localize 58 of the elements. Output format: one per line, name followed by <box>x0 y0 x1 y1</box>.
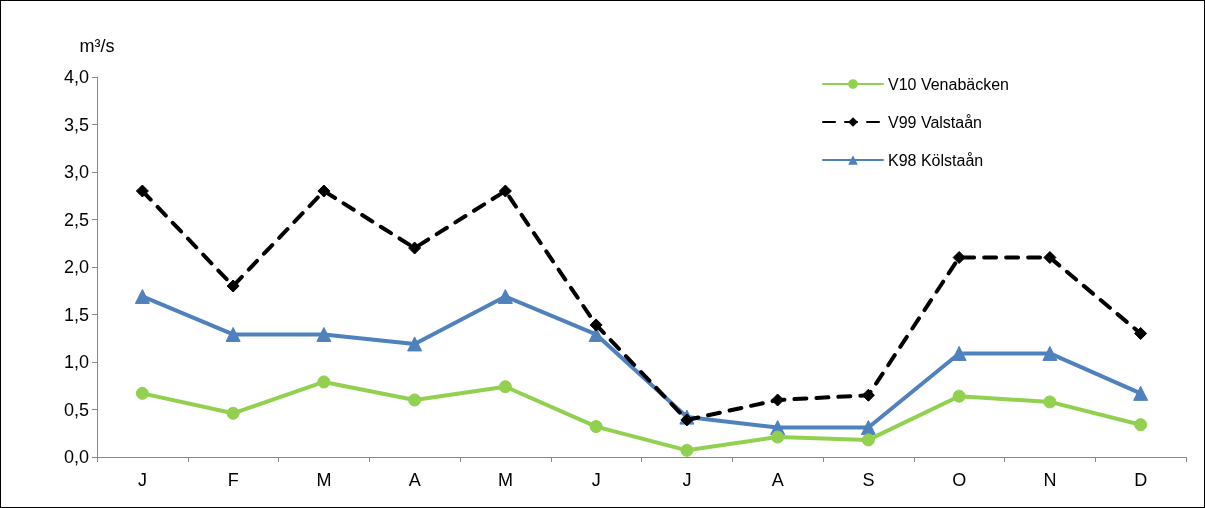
point <box>316 326 332 342</box>
y-tick-label: 3,5 <box>63 114 89 135</box>
point <box>134 288 150 304</box>
point <box>861 388 875 402</box>
point <box>498 184 512 198</box>
x-tick-label: F <box>227 470 239 490</box>
x-tick-label: J <box>682 470 692 490</box>
point <box>317 375 331 389</box>
point <box>861 433 875 447</box>
point <box>226 406 240 420</box>
legend-label: V10 Venabäcken <box>888 75 1010 93</box>
point <box>1134 418 1148 432</box>
point <box>860 420 876 436</box>
point <box>317 184 331 198</box>
x-tick-label: S <box>862 470 875 490</box>
y-tick-label: 3,0 <box>63 162 89 182</box>
point <box>497 288 513 304</box>
point <box>498 380 512 394</box>
point <box>407 336 423 352</box>
point <box>1133 385 1149 401</box>
point <box>589 420 603 434</box>
x-tick-label: A <box>771 470 784 490</box>
y-tick-label: 1,5 <box>63 304 89 325</box>
y-tick-label: 1,0 <box>63 352 89 372</box>
point <box>1043 395 1057 409</box>
point <box>135 184 149 198</box>
point <box>771 393 785 407</box>
point <box>226 279 240 293</box>
point <box>951 345 967 361</box>
legend-label: V99 Valstaån <box>888 113 983 131</box>
point <box>771 430 785 444</box>
x-tick-label: O <box>952 470 967 490</box>
x-tick-label: N <box>1043 470 1057 490</box>
point <box>408 241 422 255</box>
point <box>408 393 422 407</box>
point <box>225 326 241 342</box>
point <box>135 386 149 400</box>
y-tick-label: 2,0 <box>63 257 89 277</box>
legend-label: K98 Kölstaån <box>888 151 984 169</box>
y-axis-title: m³/s <box>79 36 115 56</box>
y-tick-label: 2,5 <box>63 209 89 230</box>
point <box>1042 345 1058 361</box>
point <box>952 389 966 403</box>
x-tick-label: M <box>316 470 332 490</box>
point <box>952 251 966 264</box>
x-tick-label: D <box>1134 470 1148 490</box>
point <box>589 318 603 332</box>
point <box>1134 327 1148 340</box>
x-tick-label: A <box>408 470 421 490</box>
point <box>680 413 694 427</box>
point <box>1043 251 1057 264</box>
x-tick-label: J <box>591 470 601 490</box>
x-tick-label: J <box>137 470 147 490</box>
x-tick-label: M <box>497 470 513 490</box>
y-tick-label: 0,0 <box>63 447 89 467</box>
point <box>680 443 694 457</box>
y-tick-label: 4,0 <box>63 67 89 87</box>
y-tick-label: 0,5 <box>63 399 89 420</box>
